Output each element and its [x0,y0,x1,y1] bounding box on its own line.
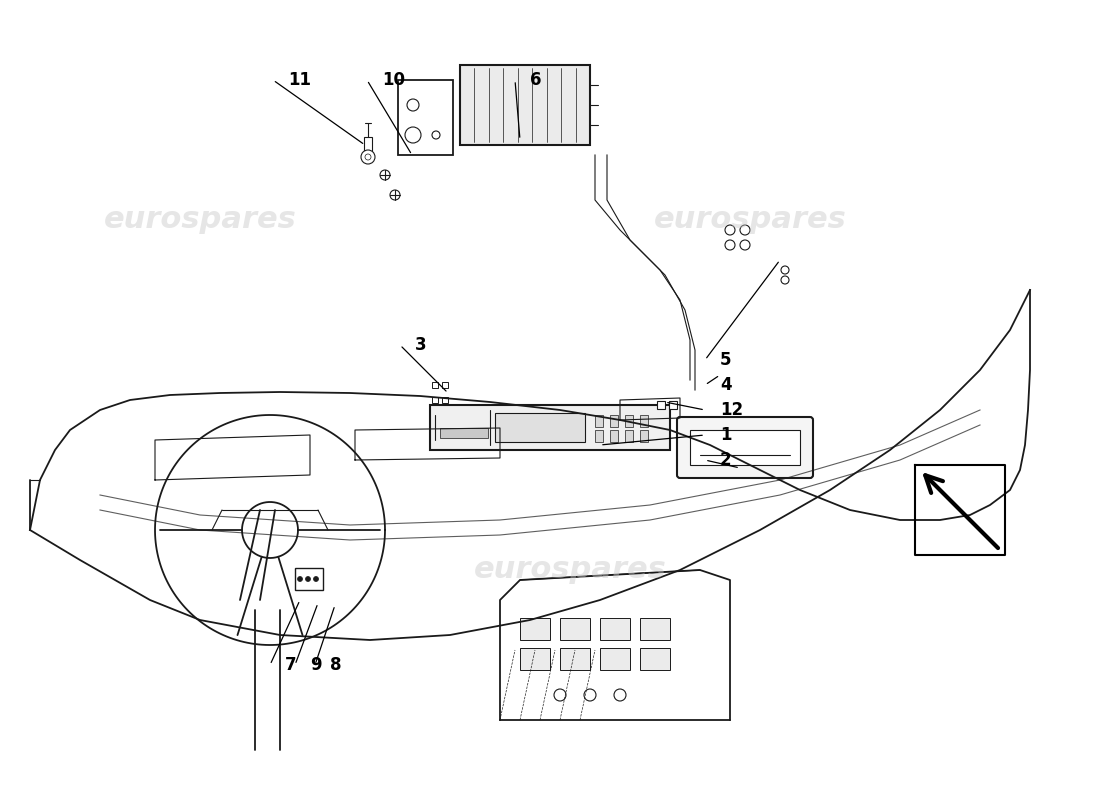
Bar [669,401,676,409]
Circle shape [407,99,419,111]
Bar [398,80,453,155]
Text: 3: 3 [415,336,427,354]
Bar [657,401,665,409]
Bar [432,397,438,403]
Text: 2: 2 [720,451,732,469]
Circle shape [781,276,789,284]
Text: eurospares: eurospares [474,555,667,585]
Text: eurospares: eurospares [103,206,296,234]
Bar [364,137,372,153]
Circle shape [740,240,750,250]
Bar [610,430,618,442]
Text: 4: 4 [720,376,732,394]
Bar [625,415,632,427]
Bar [600,618,630,640]
Circle shape [584,689,596,701]
Bar [690,430,800,465]
Bar [595,430,603,442]
Circle shape [405,127,421,143]
Bar [520,618,550,640]
Text: 9: 9 [310,656,321,674]
Circle shape [614,689,626,701]
Text: eurospares: eurospares [653,206,846,234]
Bar [520,648,550,670]
Text: 6: 6 [530,71,541,89]
Bar [640,415,648,427]
Circle shape [361,150,375,164]
Circle shape [379,170,390,180]
Bar [625,430,632,442]
Bar [640,648,670,670]
FancyBboxPatch shape [676,417,813,478]
Circle shape [554,689,566,701]
Circle shape [365,154,371,160]
Bar [560,648,590,670]
Text: 12: 12 [720,401,744,419]
Circle shape [297,577,302,582]
FancyBboxPatch shape [430,405,670,450]
Bar [460,65,590,145]
Bar [600,648,630,670]
Text: 10: 10 [382,71,405,89]
Bar [610,415,618,427]
Bar [295,568,323,590]
Circle shape [390,190,400,200]
Bar [640,618,670,640]
Text: 11: 11 [288,71,311,89]
Circle shape [725,225,735,235]
Bar [560,618,590,640]
Circle shape [432,131,440,139]
Bar [495,413,585,442]
Bar [640,430,648,442]
Bar [432,382,438,388]
Circle shape [306,577,310,582]
Text: 8: 8 [330,656,341,674]
Circle shape [314,577,319,582]
Text: 7: 7 [285,656,297,674]
Bar [442,397,448,403]
Text: 5: 5 [720,351,732,369]
Bar [595,415,603,427]
Circle shape [781,266,789,274]
Circle shape [725,240,735,250]
Text: 1: 1 [720,426,732,444]
Circle shape [740,225,750,235]
Bar [442,382,448,388]
Bar [440,428,488,438]
